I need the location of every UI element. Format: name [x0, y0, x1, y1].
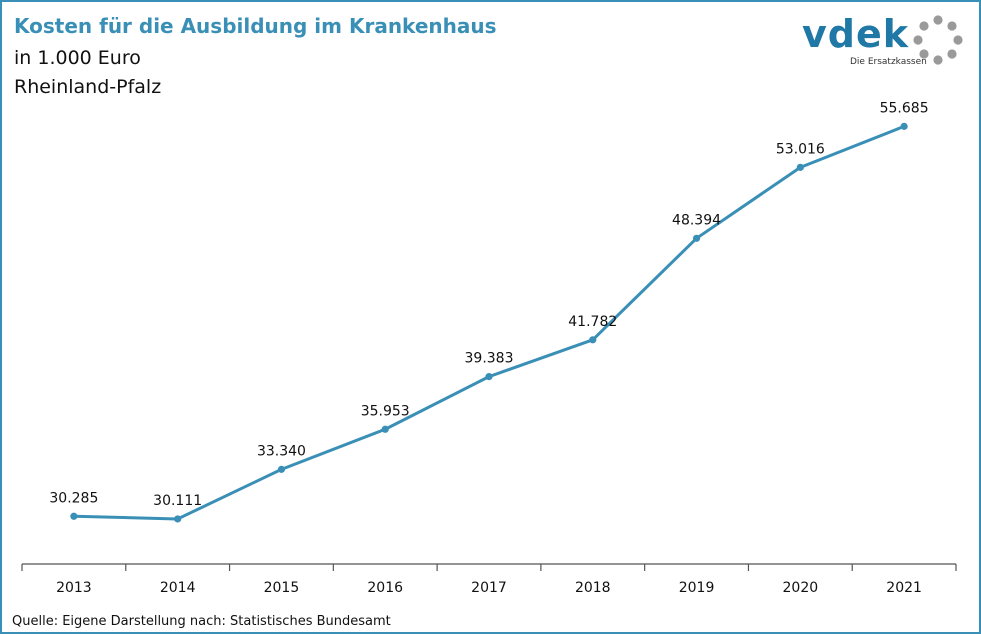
data-label-2020: 53.016	[776, 141, 825, 157]
x-tick-label-2013: 2013	[56, 580, 92, 596]
data-point-2021	[900, 122, 908, 130]
x-tick-label-2019: 2019	[679, 580, 715, 596]
data-point-2019	[692, 234, 701, 242]
data-label-2015: 33.340	[257, 443, 306, 459]
data-label-2021: 55.685	[880, 100, 929, 116]
chart-title: Kosten für die Ausbildung im Krankenhaus	[14, 14, 497, 38]
x-tick-label-2021: 2021	[886, 580, 922, 596]
data-point-2018	[589, 336, 597, 344]
data-point-2013	[70, 512, 78, 520]
data-point-2020	[796, 163, 804, 171]
x-tick-label-2018: 2018	[575, 580, 611, 596]
x-tick-label-2017: 2017	[471, 580, 507, 596]
source-note: Quelle: Eigene Darstellung nach: Statist…	[12, 614, 391, 629]
data-label-2016: 35.953	[361, 403, 410, 419]
data-point-2016	[381, 425, 389, 433]
data-point-2017	[485, 373, 493, 381]
chart-subtitle-unit: in 1.000 Euro	[14, 47, 141, 69]
data-label-2019: 48.394	[672, 212, 721, 228]
x-tick-label-2014: 2014	[160, 580, 196, 596]
data-point-2015	[277, 465, 286, 473]
dotted-ring-icon	[913, 15, 963, 65]
data-label-2013: 30.285	[49, 490, 98, 506]
chart-subtitle-region: Rheinland-Pfalz	[14, 76, 162, 98]
vdek-logo: vdek Die Ersatzkassen	[798, 10, 970, 72]
x-tick-label-2016: 2016	[367, 580, 403, 596]
data-points	[70, 122, 908, 523]
logo-tagline: Die Ersatzkassen	[850, 57, 927, 67]
series-line	[73, 124, 905, 521]
data-label-2014: 30.111	[153, 493, 202, 509]
x-axis-ticks	[21, 564, 957, 571]
data-value-labels: 30.285 30.111 33.340 35.953 39.383 41.782 48.3…	[49, 100, 928, 509]
logo-wordmark: vdek	[802, 12, 910, 56]
x-axis-tick-labels: 2013 2014 2015 2016 2017 2018 2019 2020 2021	[56, 580, 922, 596]
x-tick-label-2020: 2020	[783, 580, 819, 596]
data-label-2017: 39.383	[465, 351, 514, 367]
x-tick-label-2015: 2015	[264, 580, 300, 596]
data-label-2018: 41.782	[568, 314, 617, 330]
data-point-2014	[174, 515, 182, 523]
